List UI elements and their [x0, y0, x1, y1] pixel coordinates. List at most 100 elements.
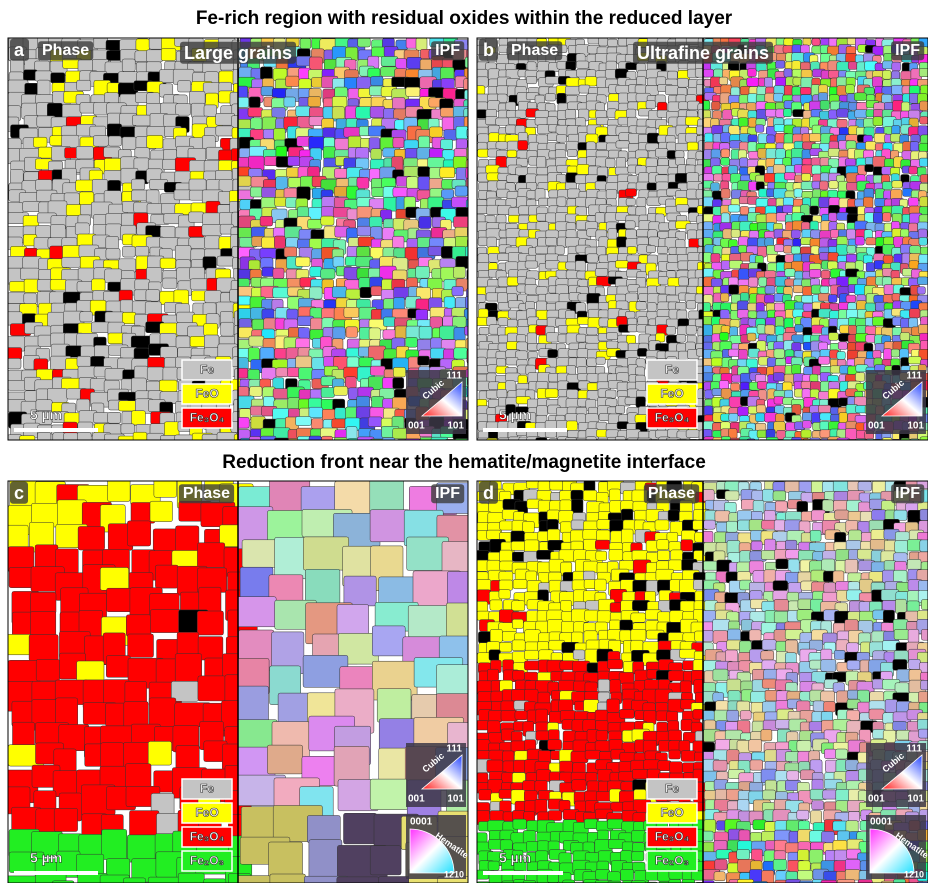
grain — [596, 117, 608, 124]
grain — [628, 325, 638, 332]
grain — [465, 326, 481, 335]
grain — [262, 187, 277, 197]
grain — [120, 300, 133, 312]
grain — [135, 246, 149, 256]
grain — [655, 149, 668, 158]
grain — [565, 86, 579, 95]
grain — [713, 111, 722, 120]
grain — [545, 77, 560, 84]
grain — [903, 188, 913, 196]
grain — [105, 312, 125, 323]
grain — [507, 150, 517, 157]
grain — [155, 565, 178, 588]
grain — [567, 166, 578, 173]
grain — [794, 302, 804, 310]
grain — [54, 808, 77, 831]
grain — [419, 326, 432, 339]
grain — [453, 267, 465, 278]
grain — [197, 543, 224, 568]
grain — [618, 38, 628, 46]
grain — [547, 620, 563, 634]
grain — [123, 246, 136, 257]
grain — [479, 790, 492, 801]
grain — [393, 367, 405, 377]
grain — [625, 189, 636, 197]
grain — [535, 118, 548, 126]
grain — [537, 167, 549, 175]
grain — [607, 101, 619, 110]
grain — [729, 413, 738, 421]
grain — [321, 388, 334, 398]
grain — [442, 117, 455, 131]
grain — [76, 146, 93, 159]
grain — [555, 246, 564, 255]
grain — [10, 169, 23, 185]
grain — [731, 229, 740, 237]
ipf-corner: 111 — [446, 744, 462, 755]
grain — [680, 649, 696, 658]
grain — [77, 356, 91, 367]
grain — [104, 147, 121, 157]
grain — [818, 356, 829, 364]
grain — [820, 181, 829, 190]
grain — [133, 432, 147, 446]
grain — [512, 640, 525, 651]
grain — [855, 110, 868, 118]
grain — [627, 247, 636, 254]
grain — [560, 522, 572, 533]
grain — [919, 69, 928, 77]
grain — [545, 294, 559, 302]
grain — [436, 665, 478, 697]
grain — [686, 133, 698, 142]
grain — [296, 257, 310, 266]
grain — [829, 110, 838, 119]
grain — [94, 413, 109, 423]
grain — [344, 307, 359, 317]
grain — [487, 669, 498, 681]
grain — [863, 255, 872, 263]
grain — [148, 741, 171, 765]
grain — [676, 334, 685, 342]
figure: Fe-rich region with residual oxides with… — [0, 0, 928, 883]
grain — [286, 76, 299, 86]
grain — [527, 333, 537, 344]
panel-label: Phase — [183, 485, 230, 502]
grain — [346, 327, 358, 338]
grain — [500, 550, 513, 562]
grain — [121, 424, 135, 434]
legend-label: Fe₂O₃ — [190, 854, 224, 868]
grain — [108, 479, 131, 502]
grain — [795, 325, 804, 333]
grain — [568, 189, 581, 198]
grain — [477, 110, 487, 119]
grain — [919, 237, 927, 245]
grain — [800, 87, 811, 94]
grain — [105, 269, 122, 283]
grain — [431, 338, 442, 349]
grain — [549, 190, 559, 198]
grain — [407, 57, 422, 68]
grain — [657, 551, 669, 561]
grain — [567, 325, 580, 334]
grain — [837, 119, 847, 128]
grain — [759, 277, 767, 286]
grain — [639, 293, 649, 301]
grain — [637, 197, 646, 207]
grain — [784, 173, 795, 180]
grain — [260, 216, 273, 226]
grain — [689, 311, 700, 319]
grain — [721, 293, 729, 302]
grain — [80, 312, 93, 322]
grain — [774, 303, 785, 311]
grain — [356, 107, 372, 119]
grain — [557, 197, 566, 206]
grain — [487, 237, 497, 248]
grain — [740, 158, 749, 167]
grain — [4, 876, 40, 883]
grain — [920, 117, 928, 125]
grain — [396, 439, 413, 449]
grain — [646, 246, 655, 253]
grain — [659, 223, 670, 231]
grain — [344, 127, 360, 137]
grain — [453, 157, 467, 169]
